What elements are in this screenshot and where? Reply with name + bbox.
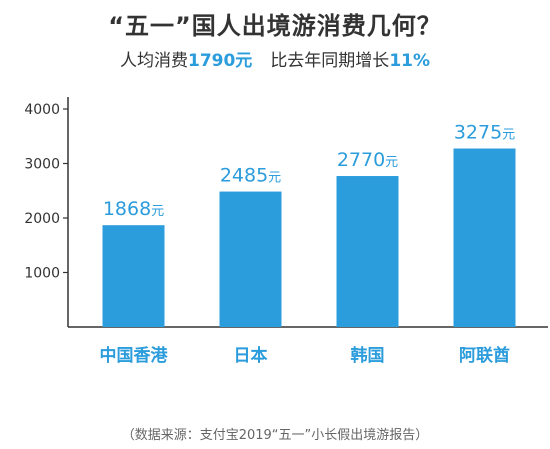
bar: [336, 176, 399, 327]
y-tick-label: 3000: [24, 157, 60, 173]
data-source-note: （数据来源：支付宝2019“五一”小长假出境游报告）: [121, 428, 429, 443]
x-category-label: 日本: [234, 345, 268, 366]
subtitle-amount: 1790元: [187, 51, 253, 71]
y-tick-label: 1000: [24, 266, 60, 282]
bar: [102, 225, 165, 327]
bar: [219, 191, 282, 327]
bar: [453, 148, 516, 327]
bar-value-label: 3275元: [454, 122, 515, 144]
x-category-label: 阿联酋: [459, 345, 510, 366]
x-category-label: 中国香港: [100, 345, 169, 366]
bar-value-label: 1868元: [103, 198, 164, 220]
y-tick-label: 2000: [24, 211, 60, 227]
y-tick-label: 4000: [24, 102, 60, 118]
chart-title: “五一”国人出境游消费几何？: [108, 12, 442, 40]
bar-value-label: 2485元: [220, 165, 281, 187]
subtitle-prefix: 人均消费: [119, 51, 188, 71]
chart-subtitle: 人均消费1790元 比去年同期增长11%: [0, 46, 550, 71]
x-category-label: 韩国: [351, 345, 385, 366]
bar-value-label: 2770元: [337, 149, 398, 171]
subtitle-growth: 11%: [389, 51, 431, 71]
subtitle-middle: 比去年同期增长: [270, 51, 390, 71]
